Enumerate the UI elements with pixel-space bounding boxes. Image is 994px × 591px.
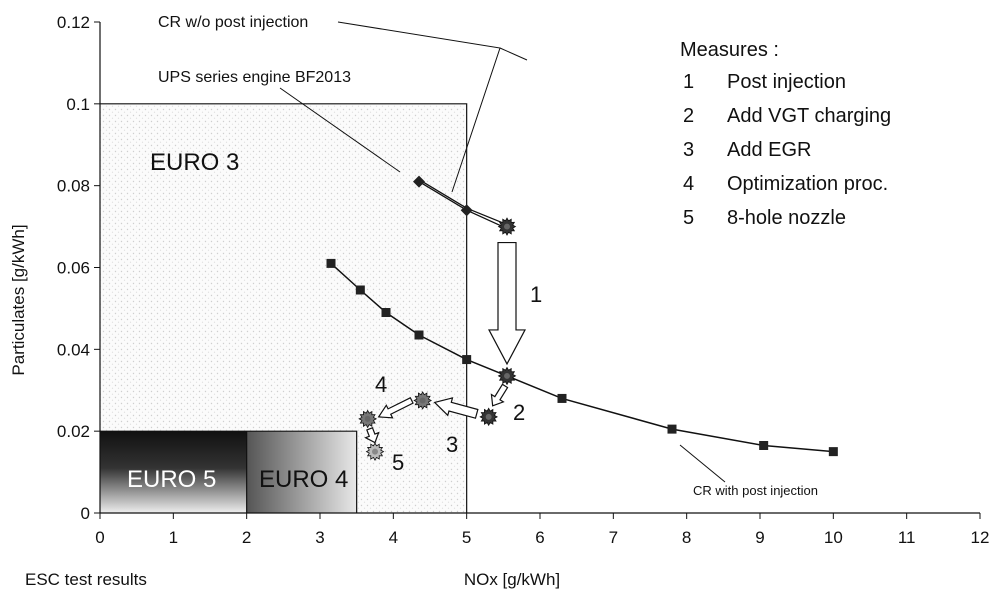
measure-arrow-5 — [364, 427, 380, 444]
euro3-label: EURO 3 — [150, 149, 239, 176]
legend: Measures : 1 Post injection 2 Add VGT ch… — [680, 39, 891, 229]
legend-item-3-text: Add EGR — [727, 139, 811, 161]
x-tick-label: 8 — [682, 528, 691, 547]
measure-step-label-4: 4 — [375, 372, 387, 397]
x-tick-label: 5 — [462, 528, 471, 547]
data-point-square — [462, 355, 472, 365]
series-line-cr-with-post — [330, 262, 834, 453]
data-point-square — [355, 285, 365, 295]
y-axis-label: Particulates [g/kWh] — [9, 224, 28, 375]
legend-item-2-num: 2 — [683, 105, 694, 127]
x-tick-label: 10 — [824, 528, 843, 547]
data-point-square — [759, 440, 769, 450]
y-tick-label: 0.12 — [57, 13, 90, 32]
data-point-square — [828, 447, 838, 457]
data-point-square — [667, 424, 677, 434]
legend-item-4-num: 4 — [683, 173, 694, 195]
data-point-diamond — [460, 204, 473, 217]
data-point-square — [381, 308, 391, 318]
annotation-ups-series: UPS series engine BF2013 — [158, 69, 351, 86]
leader-ups-series — [279, 87, 401, 173]
data-point-square — [326, 258, 336, 268]
measure-point-5-core — [372, 448, 378, 455]
legend-item-5-text: 8-hole nozzle — [727, 207, 846, 229]
esc-test-results-label: ESC test results — [25, 570, 147, 589]
measure-point-start-core — [504, 223, 510, 230]
legend-item-3-num: 3 — [683, 139, 694, 161]
y-tick-label: 0.04 — [57, 340, 90, 359]
annotation-cr-wo-post: CR w/o post injection — [158, 14, 308, 31]
x-tick-label: 6 — [535, 528, 544, 547]
euro4-boundary — [100, 430, 358, 513]
x-tick-label: 1 — [169, 528, 178, 547]
legend-item-5-num: 5 — [683, 207, 694, 229]
legend-item-4-text: Optimization proc. — [727, 173, 888, 195]
leader-cr-with-post — [679, 444, 726, 483]
x-tick-label: 7 — [609, 528, 618, 547]
measure-step-label-1: 1 — [530, 282, 542, 307]
legend-item-2-text: Add VGT charging — [727, 105, 891, 127]
leader-cr-wo-post-end — [499, 47, 528, 61]
measure-point-1-core — [504, 372, 510, 379]
legend-title: Measures : — [680, 39, 779, 61]
measure-arrow-2 — [490, 383, 509, 407]
y-tick-label: 0.08 — [57, 177, 90, 196]
euro5-label: EURO 5 — [127, 466, 216, 493]
y-tick-label: 0.06 — [57, 259, 90, 278]
y-tick-label: 0.1 — [66, 95, 90, 114]
euro4-region — [246, 431, 357, 513]
x-tick-label: 0 — [95, 528, 104, 547]
measure-step-label-5: 5 — [392, 450, 404, 475]
data-point-diamond — [413, 175, 425, 188]
x-axis-label: NOx [g/kWh] — [464, 570, 560, 589]
measure-point-3-core — [419, 397, 426, 404]
annotation-cr-with-post: CR with post injection — [693, 483, 818, 498]
measure-arrow-3 — [433, 397, 479, 419]
measure-step-label-3: 3 — [446, 432, 458, 457]
data-point-square — [557, 393, 567, 403]
euro3-boundary — [100, 103, 468, 513]
euro5-region — [100, 431, 247, 513]
x-tick-label: 12 — [971, 528, 990, 547]
y-tick-label: 0 — [81, 504, 90, 523]
measure-arrow-1 — [488, 241, 526, 366]
x-tick-label: 9 — [755, 528, 764, 547]
legend-item-1-num: 1 — [683, 71, 694, 93]
y-tick-label: 0.02 — [57, 422, 90, 441]
x-tick-label: 3 — [315, 528, 324, 547]
measure-point-4-core — [364, 415, 371, 422]
x-tick-label: 4 — [389, 528, 398, 547]
legend-item-1-text: Post injection — [727, 71, 846, 93]
euro4-label: EURO 4 — [259, 466, 348, 493]
measure-point-2-core — [485, 413, 492, 420]
measure-step-label-2: 2 — [513, 400, 525, 425]
x-tick-label: 11 — [898, 528, 916, 547]
data-point-square — [414, 330, 424, 340]
measure-arrow-4 — [377, 396, 414, 419]
x-tick-label: 2 — [242, 528, 251, 547]
